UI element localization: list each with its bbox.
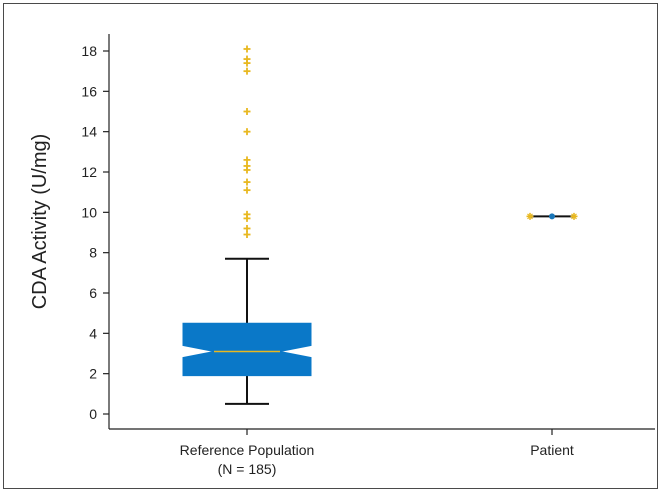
outlier-point (243, 186, 251, 194)
y-tick-label: 14 (81, 124, 97, 140)
outlier-point (243, 156, 251, 164)
y-tick-label: 18 (81, 43, 97, 59)
patient-marker-d2 (527, 213, 533, 220)
patient-end-marker (570, 212, 578, 220)
box-plot-chart: 0 2 4 6 8 10 12 14 16 18 Reference Population (N =… (29, 34, 655, 477)
outlier-point (243, 231, 251, 239)
patient-end-marker (526, 212, 534, 220)
outlier-point (243, 224, 251, 232)
y-ticks: 0 2 4 6 8 10 12 14 16 18 (81, 43, 109, 422)
y-tick-label: 4 (89, 325, 97, 341)
outlier-point (243, 128, 251, 136)
patient-marker-d2 (571, 213, 577, 220)
outlier-point (243, 210, 251, 218)
y-tick-label: 12 (81, 164, 97, 180)
x-category-sublabel: (N = 185) (218, 461, 277, 477)
y-axis-title: CDA Activity (U/mg) (29, 134, 51, 310)
patient-point (549, 213, 555, 220)
outlier-point (243, 45, 251, 53)
y-tick-label: 6 (89, 285, 97, 301)
plot-area (182, 45, 578, 405)
y-tick-label: 2 (89, 366, 97, 382)
interquartile-box (182, 322, 312, 377)
chart-frame: 0 2 4 6 8 10 12 14 16 18 Reference Population (N =… (3, 3, 658, 489)
y-tick-label: 0 (89, 406, 97, 422)
y-tick-label: 10 (81, 204, 97, 220)
y-tick-label: 16 (81, 83, 97, 99)
outlier-point (243, 55, 251, 63)
x-category-label: Patient (530, 442, 574, 458)
outlier-point (243, 108, 251, 115)
x-category-label: Reference Population (180, 442, 315, 458)
axes (108, 34, 655, 430)
outlier-point (243, 67, 251, 75)
outlier-point (243, 162, 251, 170)
outlier-point (243, 178, 251, 186)
x-ticks: Reference Population (N = 185) Patient (180, 429, 574, 477)
y-tick-label: 8 (89, 245, 97, 261)
